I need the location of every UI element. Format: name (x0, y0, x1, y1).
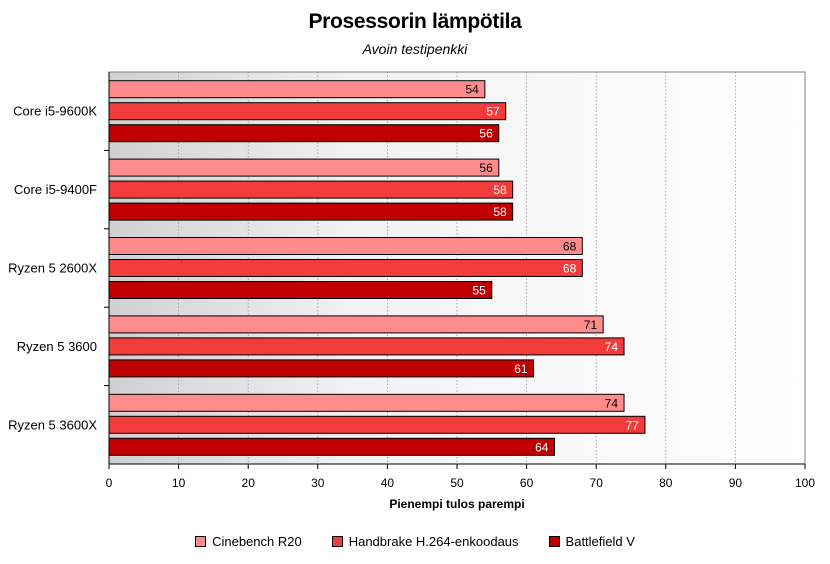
x-tick-label: 70 (590, 476, 604, 490)
data-label: 56 (479, 127, 493, 141)
bar (108, 202, 514, 221)
x-tick-label: 80 (659, 476, 673, 490)
legend-item: Handbrake H.264-enkoodaus (331, 534, 519, 549)
legend-item: Cinebench R20 (195, 534, 302, 549)
legend-item: Battlefield V (548, 534, 635, 549)
legend-label: Cinebench R20 (212, 534, 302, 549)
bar (108, 415, 646, 434)
x-tick-label: 60 (520, 476, 534, 490)
y-tick-label: Ryzen 5 3600X (8, 417, 97, 432)
data-label: 64 (535, 440, 549, 454)
bar (108, 281, 493, 299)
chart-title: Prosessorin lämpötila (308, 10, 522, 33)
x-tick-label: 40 (381, 476, 395, 490)
legend-label: Handbrake H.264-enkoodaus (348, 534, 519, 549)
x-tick-label: 20 (242, 476, 256, 490)
data-label: 68 (563, 240, 577, 254)
y-tick-label: Ryzen 5 3600 (17, 339, 97, 354)
x-tick-label: 0 (106, 476, 113, 490)
data-label: 54 (465, 83, 479, 97)
bar (108, 102, 507, 121)
data-label: 58 (493, 205, 507, 219)
legend-label: Battlefield V (565, 534, 635, 549)
legend-swatch (331, 536, 343, 547)
x-tick-label: 50 (450, 476, 464, 490)
bar (108, 359, 535, 378)
x-tick-label: 30 (311, 476, 325, 490)
data-label: 61 (514, 362, 528, 376)
data-label: 77 (626, 418, 640, 432)
bar (108, 180, 514, 199)
bar (108, 393, 625, 412)
data-label: 71 (584, 318, 598, 332)
data-label: 58 (493, 183, 507, 197)
data-label: 74 (605, 340, 619, 354)
legend: Cinebench R20 Handbrake H.264-enkoodaus Ba… (0, 534, 830, 549)
x-tick-label: 90 (729, 476, 743, 490)
data-label: 68 (563, 262, 577, 276)
legend-swatch (548, 536, 560, 547)
y-tick-label: Core i5-9600K (13, 104, 97, 119)
bar (108, 337, 625, 356)
data-label: 55 (472, 284, 486, 298)
bar (108, 237, 583, 255)
data-label: 56 (479, 161, 493, 175)
bar (108, 437, 555, 456)
bar (108, 259, 583, 277)
bar (108, 80, 486, 99)
y-tick-label: Core i5-9400F (14, 182, 97, 197)
data-label: 57 (486, 105, 500, 119)
bar (108, 158, 500, 177)
y-tick-label: Ryzen 5 2600X (8, 261, 97, 276)
x-tick-label: 10 (172, 476, 186, 490)
data-label: 74 (605, 396, 619, 410)
bar (108, 124, 500, 143)
legend-swatch (195, 536, 207, 547)
x-axis-label: Pienempi tulos parempi (389, 497, 524, 511)
x-tick-label: 100 (795, 476, 815, 490)
bar (108, 315, 604, 334)
chart-subtitle: Avoin testipenkki (362, 41, 468, 57)
